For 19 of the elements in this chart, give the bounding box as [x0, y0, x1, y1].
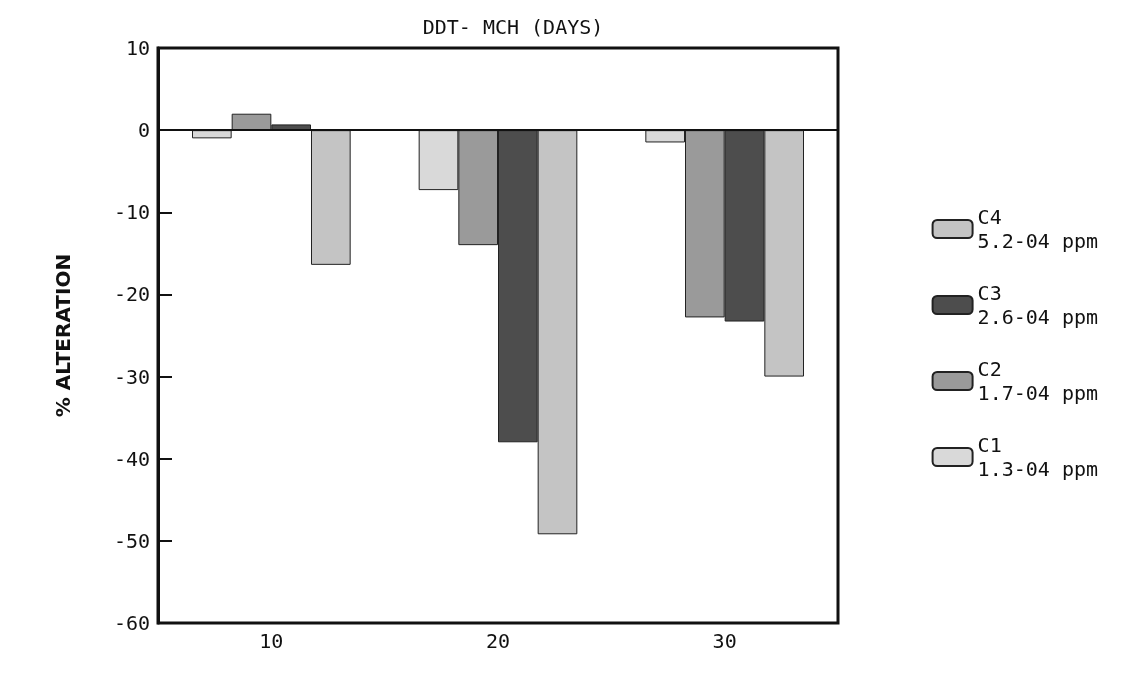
bar — [192, 130, 232, 139]
y-tick-label: -40 — [113, 446, 150, 471]
x-tick-label: 30 — [712, 629, 737, 653]
y-tick-label: -50 — [113, 528, 150, 553]
legend-label: C3 2.6-04 ppm — [977, 281, 1099, 329]
legend-label: C4 5.2-04 ppm — [977, 205, 1099, 253]
chart-title: DDT- MCH (DAYS) — [422, 15, 604, 39]
y-tick-label: 10 — [125, 36, 150, 60]
legend-label: C1 1.3-04 ppm — [977, 433, 1099, 481]
y-tick-label: -20 — [113, 282, 150, 307]
x-tick-label: 20 — [485, 629, 511, 653]
y-tick-label: 0 — [137, 118, 150, 143]
legend-label: C2 1.7-04 ppm — [977, 357, 1099, 405]
y-axis-title: % ALTERATION — [51, 253, 75, 418]
bar — [311, 130, 351, 265]
x-tick-label: 10 — [259, 629, 284, 653]
y-tick-label: -60 — [113, 611, 150, 635]
y-tick-label: -30 — [113, 364, 150, 389]
y-tick-label: -10 — [113, 200, 150, 225]
